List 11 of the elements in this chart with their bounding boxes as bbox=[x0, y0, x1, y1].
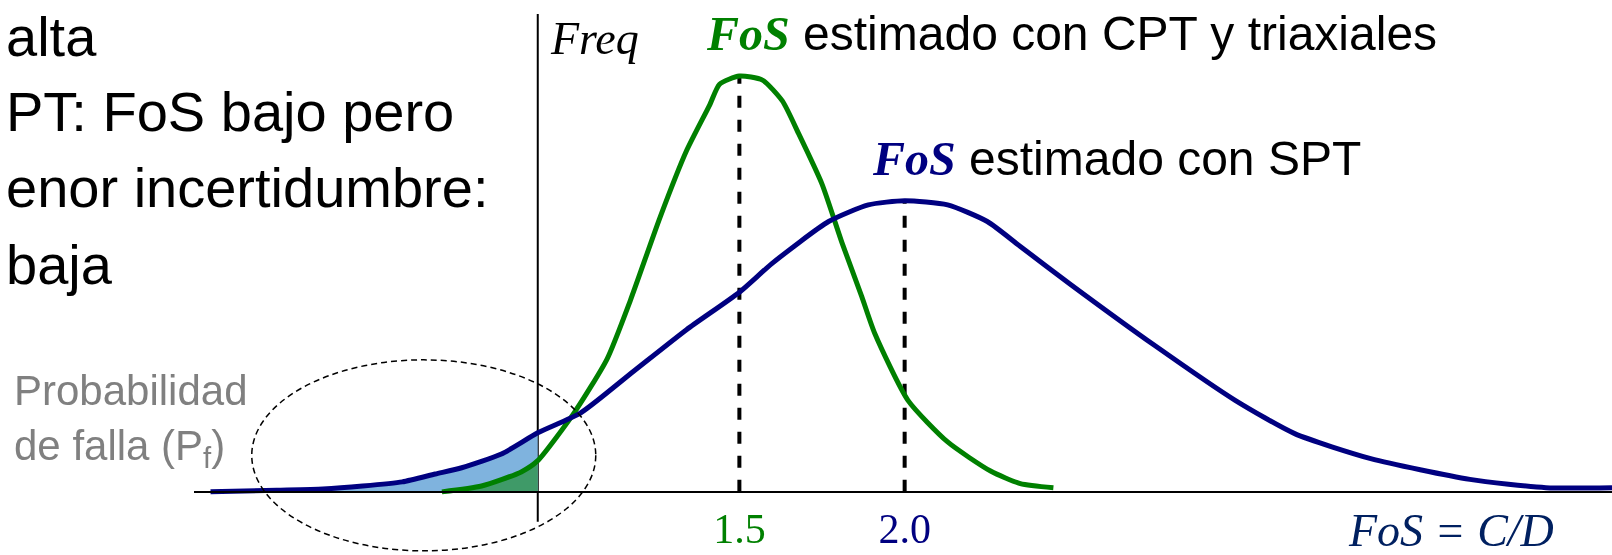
annotation: Probabilidad de falla (P$_{f}$) bbox=[14, 367, 248, 475]
annotation: PT: FoS bajo pero bbox=[6, 80, 455, 143]
y-axis-title: Freq bbox=[550, 13, 639, 64]
text: baja bbox=[6, 233, 113, 296]
text: alta bbox=[6, 5, 98, 68]
series-label: FoS estimado con CPT y triaxiales bbox=[706, 7, 1438, 60]
x-tick-label: 1.5 bbox=[713, 506, 766, 553]
series-label: FoS estimado con SPT bbox=[872, 132, 1362, 185]
x-axis-title: FoS = C/D bbox=[1348, 505, 1554, 555]
x-tick-label: 2.0 bbox=[878, 506, 931, 553]
annotation: enor incertidumbre: bbox=[6, 156, 489, 219]
